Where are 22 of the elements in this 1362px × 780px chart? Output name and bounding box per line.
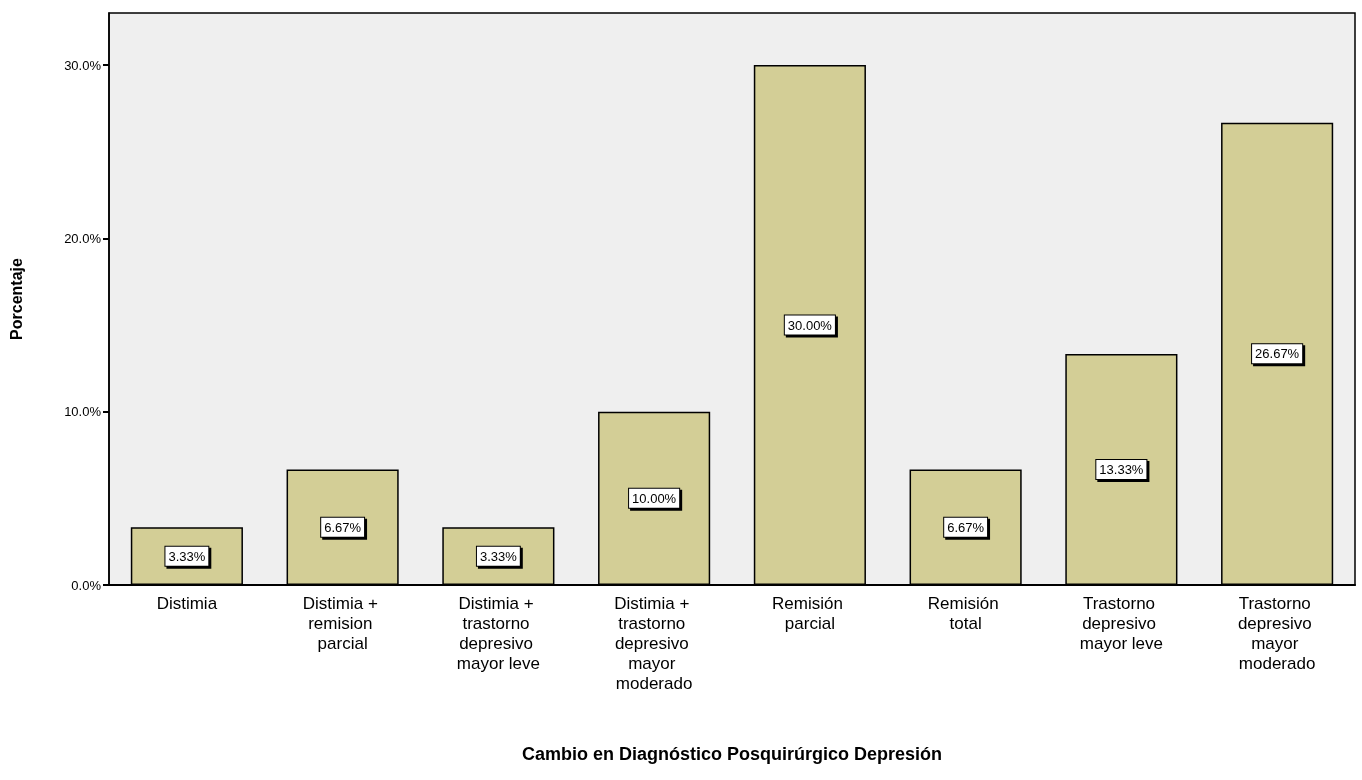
y-tick-label: 0.0% (71, 577, 102, 593)
y-tick-label: 10.0% (64, 404, 102, 420)
data-label: 3.33% (168, 548, 206, 564)
x-axis-title: Cambio en Diagnóstico Posquirúrgico Depresión (521, 744, 943, 764)
x-tick-label: Distimia + remision parcial (302, 593, 383, 653)
y-tick-label: 30.0% (64, 57, 102, 73)
data-label: 10.00% (632, 490, 677, 506)
x-tick-label: Trastorno depresivo mayor moderado (1237, 593, 1317, 673)
data-label: 6.67% (947, 519, 985, 535)
data-label: 6.67% (324, 519, 362, 535)
y-tick-label: 20.0% (64, 230, 102, 246)
x-tick-label: Remisión parcial (772, 593, 848, 633)
y-axis-title: Porcentaje (7, 257, 25, 340)
x-tick-label: Distimia (156, 593, 218, 613)
data-label: 30.00% (787, 317, 833, 333)
data-label: 13.33% (1099, 461, 1144, 477)
data-label: 3.33% (479, 548, 518, 564)
x-tick-label: Distimia + trastorno depresivo mayor moderado (614, 593, 695, 693)
x-tick-label: Distimia + trastorno depresivo mayor leve (456, 593, 540, 673)
x-tick-label: Remisión total (927, 593, 1004, 633)
x-tick-label: Trastorno depresivo mayor leve (1079, 593, 1163, 653)
data-label: 26.67% (1255, 346, 1300, 362)
